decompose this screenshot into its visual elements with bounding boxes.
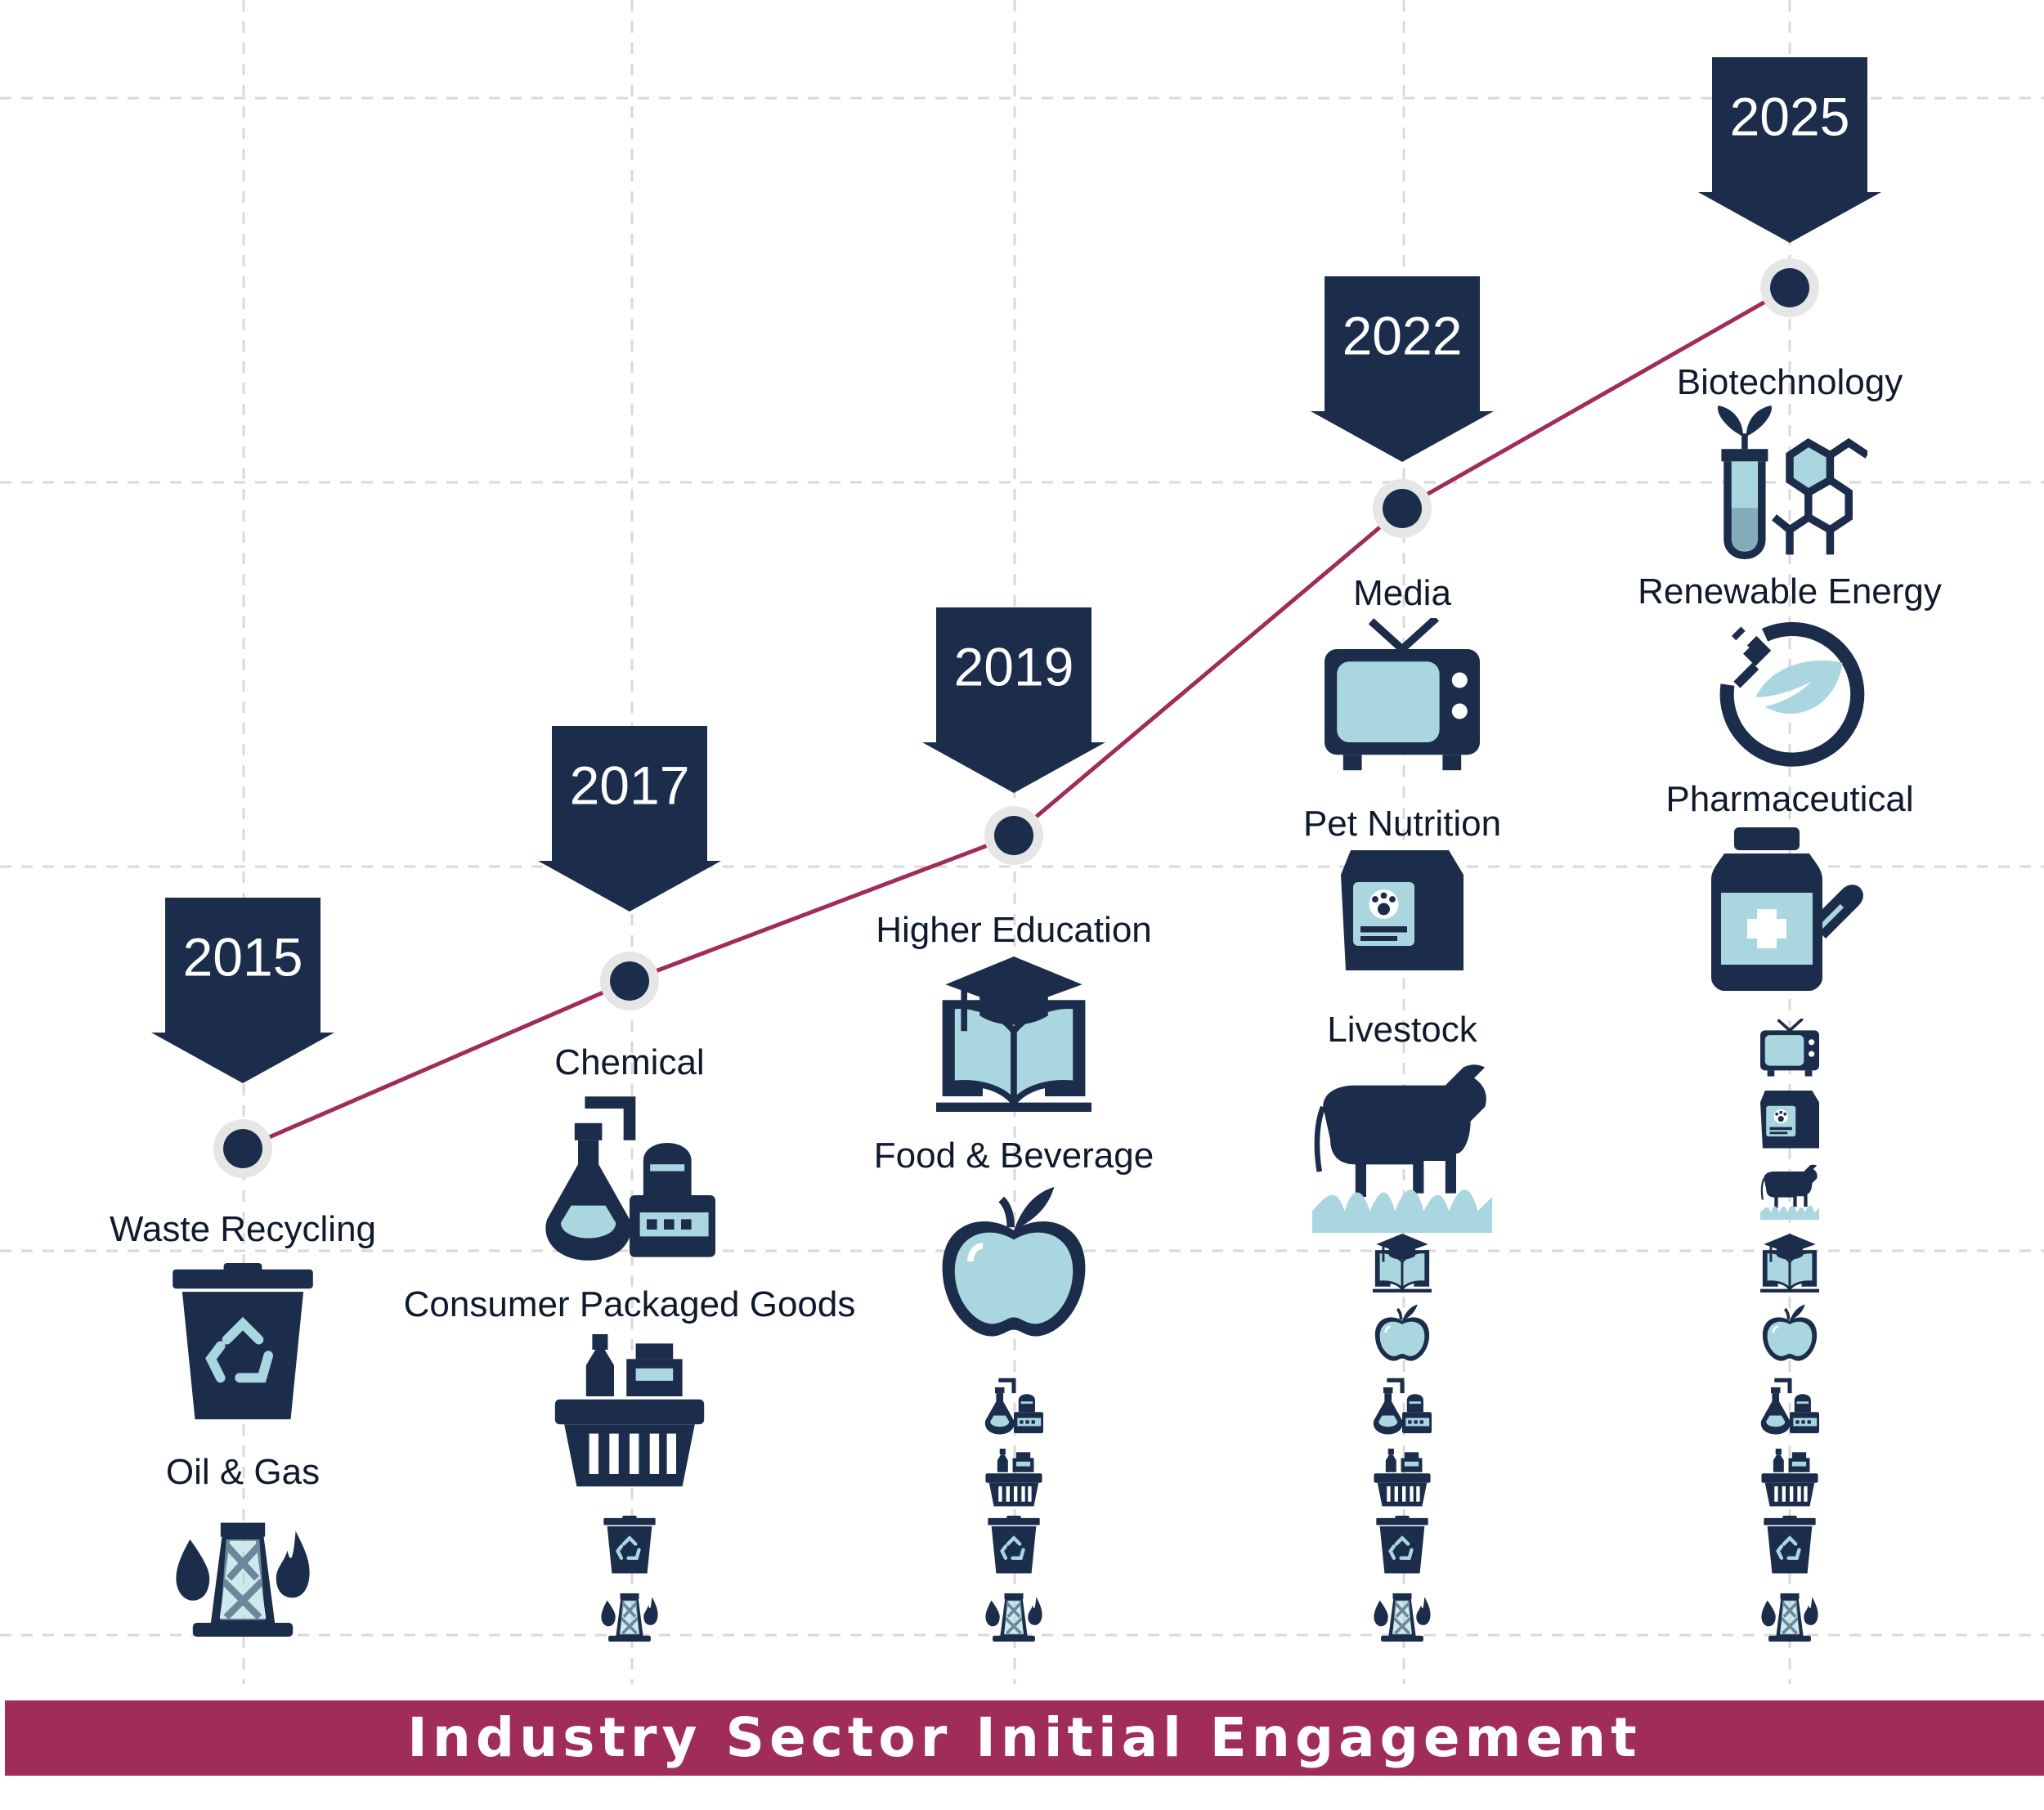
sector-label: Waste Recycling [110,1209,376,1249]
sector-label: Media [1353,573,1451,613]
recycle-bin-icon [1764,1516,1815,1574]
sector-label: Renewable Energy [1638,571,1942,612]
timeline-node [994,816,1033,855]
chemical-plant-icon [1374,1380,1432,1434]
milestone-2017: 2017 Chemical Consumer Packaged Goods [404,726,856,1642]
pharmaceutical-icon [1711,827,1863,991]
chemical-plant-icon [545,1103,715,1261]
recycle-bin-icon [1376,1516,1428,1574]
sector-label: Pharmaceutical [1665,779,1913,819]
oil-gas-icon [601,1593,657,1642]
shopping-basket-icon [985,1449,1042,1507]
timeline-node [223,1129,262,1168]
year-arrow [151,898,334,1083]
apple-icon [1373,1303,1432,1362]
recycle-bin-icon [603,1516,655,1574]
milestone-2025: 2025 Biotechnology Renewable Energy Pharmac… [1638,57,1942,1642]
renewable-energy-icon [1727,629,1858,759]
year-label: 2017 [570,755,690,815]
apple-icon [943,1187,1086,1337]
timeline-node [610,961,649,1001]
year-label: 2019 [954,636,1074,697]
apple-icon [1760,1303,1819,1362]
oil-gas-icon [176,1523,309,1637]
shopping-basket-icon [1374,1449,1431,1507]
milestone-2019: 2019 Higher Education Food & Beverage [874,607,1154,1642]
shopping-basket-icon [1761,1449,1818,1507]
cow-icon [1759,1163,1821,1220]
year-arrow [538,726,721,912]
recycle-bin-icon [988,1516,1039,1574]
shopping-basket-icon [554,1334,705,1487]
banner-title: Industry Sector Initial Engagement [5,1700,2044,1776]
oil-gas-icon [985,1593,1042,1642]
cow-icon [1312,1064,1492,1233]
sector-label: Chemical [554,1042,704,1082]
year-arrow [1698,57,1881,243]
sector-label: Higher Education [876,910,1152,950]
year-arrow [922,607,1105,793]
year-label: 2025 [1730,86,1850,146]
timeline-node [1383,489,1422,528]
sector-label: Biotechnology [1677,362,1903,402]
graduation-book-icon [1371,1234,1433,1293]
graduation-book-icon [1759,1234,1821,1293]
sector-label: Pet Nutrition [1303,804,1501,844]
milestone-2015: 2015 Waste Recycling Oil & Gas [110,898,376,1637]
sector-label: Oil & Gas [166,1452,320,1492]
graduation-book-icon [936,957,1091,1112]
recycle-bin-icon [173,1263,313,1419]
biotech-icon [1718,405,1867,555]
pet-food-bag-icon [1760,1091,1819,1149]
television-icon [1325,618,1480,770]
year-label: 2022 [1342,305,1463,365]
pet-food-bag-icon [1341,850,1464,970]
year-arrow [1311,276,1494,462]
year-label: 2015 [183,926,303,987]
sector-label: Livestock [1327,1010,1477,1050]
timeline-node [1770,268,1809,307]
sector-label: Consumer Packaged Goods [404,1284,856,1324]
milestone-2022: 2022 Media Pet Nutrition Livestock [1303,276,1501,1642]
sector-label: Food & Beverage [874,1136,1154,1176]
